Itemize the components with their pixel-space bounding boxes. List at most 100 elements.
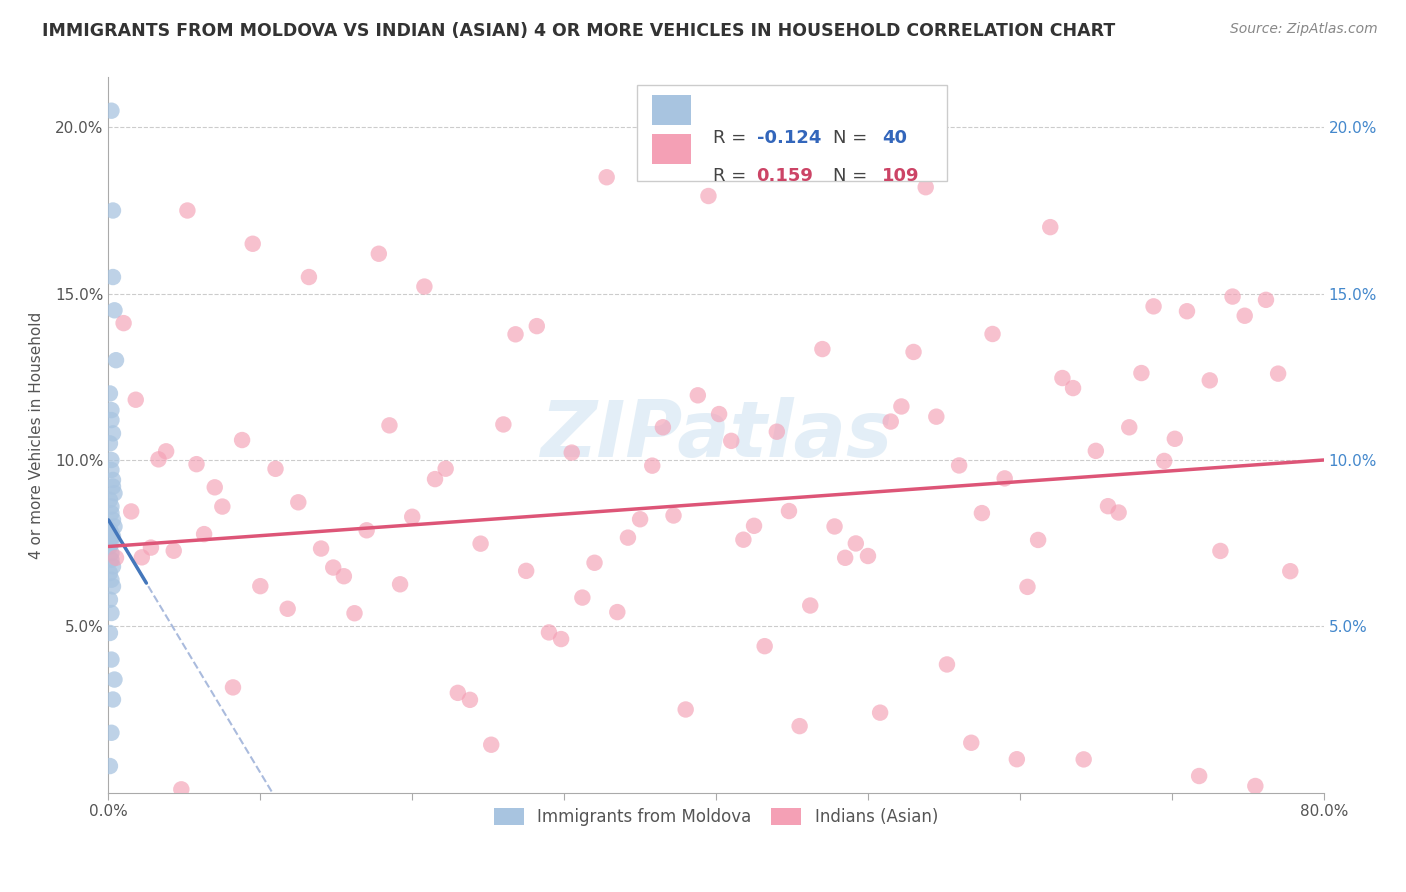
Point	[1254, 293, 1277, 307]
Point	[287, 495, 309, 509]
Point	[1130, 366, 1153, 380]
Point	[994, 471, 1017, 485]
Point	[264, 462, 287, 476]
Point	[356, 523, 378, 537]
Point	[970, 506, 993, 520]
Point	[824, 519, 846, 533]
Point	[101, 473, 124, 487]
Point	[100, 103, 122, 118]
Point	[98, 566, 121, 580]
Point	[561, 445, 583, 459]
Point	[1198, 373, 1220, 387]
Point	[277, 601, 299, 615]
Point	[378, 418, 401, 433]
Point	[101, 692, 124, 706]
Point	[571, 591, 593, 605]
Point	[1153, 454, 1175, 468]
Point	[948, 458, 970, 473]
Point	[778, 504, 800, 518]
Point	[1222, 289, 1244, 303]
Text: 40: 40	[882, 129, 907, 147]
Point	[423, 472, 446, 486]
Point	[1005, 752, 1028, 766]
Point	[1209, 544, 1232, 558]
Point	[100, 546, 122, 560]
Point	[163, 543, 186, 558]
Point	[1118, 420, 1140, 434]
Point	[100, 403, 122, 417]
Text: Source: ZipAtlas.com: Source: ZipAtlas.com	[1230, 22, 1378, 37]
Point	[458, 693, 481, 707]
Text: IMMIGRANTS FROM MOLDOVA VS INDIAN (ASIAN) 4 OR MORE VEHICLES IN HOUSEHOLD CORREL: IMMIGRANTS FROM MOLDOVA VS INDIAN (ASIAN…	[42, 22, 1115, 40]
FancyBboxPatch shape	[637, 85, 948, 181]
Point	[101, 513, 124, 527]
Point	[1097, 499, 1119, 513]
Point	[595, 170, 617, 185]
Text: R =: R =	[713, 167, 758, 185]
Point	[333, 569, 356, 583]
Point	[100, 526, 122, 541]
Point	[869, 706, 891, 720]
Point	[103, 673, 125, 687]
Point	[834, 550, 856, 565]
Point	[1164, 432, 1187, 446]
Point	[101, 480, 124, 494]
Point	[100, 725, 122, 739]
Point	[1279, 564, 1302, 578]
Point	[686, 388, 709, 402]
Point	[100, 463, 122, 477]
Text: ZIPatlas: ZIPatlas	[540, 397, 893, 473]
Point	[249, 579, 271, 593]
Point	[101, 579, 124, 593]
Point	[105, 353, 128, 368]
Point	[100, 573, 122, 587]
Point	[100, 500, 122, 514]
Point	[766, 425, 789, 439]
Point	[101, 270, 124, 285]
Point	[811, 342, 834, 356]
Point	[242, 236, 264, 251]
Point	[733, 533, 755, 547]
Point	[675, 702, 697, 716]
Text: N =: N =	[832, 167, 873, 185]
Point	[101, 529, 124, 543]
Point	[98, 492, 121, 507]
Point	[890, 400, 912, 414]
Point	[447, 686, 470, 700]
Point	[139, 541, 162, 555]
Point	[856, 549, 879, 563]
Text: R =: R =	[713, 129, 752, 147]
Point	[101, 203, 124, 218]
Point	[309, 541, 332, 556]
Point	[100, 453, 122, 467]
Point	[98, 759, 121, 773]
Point	[1267, 367, 1289, 381]
Y-axis label: 4 or more Vehicles in Household: 4 or more Vehicles in Household	[30, 311, 44, 558]
Point	[960, 736, 983, 750]
Text: N =: N =	[832, 129, 873, 147]
Point	[103, 519, 125, 533]
Point	[707, 407, 730, 421]
Point	[401, 509, 423, 524]
Point	[120, 504, 142, 518]
Point	[1108, 506, 1130, 520]
Point	[231, 433, 253, 447]
Point	[1142, 299, 1164, 313]
Point	[155, 444, 177, 458]
Point	[1233, 309, 1256, 323]
Point	[131, 550, 153, 565]
Point	[880, 415, 903, 429]
Point	[1244, 779, 1267, 793]
Point	[343, 606, 366, 620]
Point	[583, 556, 606, 570]
Point	[479, 738, 502, 752]
Point	[204, 480, 226, 494]
Point	[98, 386, 121, 401]
Point	[537, 625, 560, 640]
Point	[754, 639, 776, 653]
Point	[845, 536, 868, 550]
Point	[100, 553, 122, 567]
Point	[98, 436, 121, 450]
Point	[148, 452, 170, 467]
Legend: Immigrants from Moldova, Indians (Asian): Immigrants from Moldova, Indians (Asian)	[485, 799, 946, 834]
